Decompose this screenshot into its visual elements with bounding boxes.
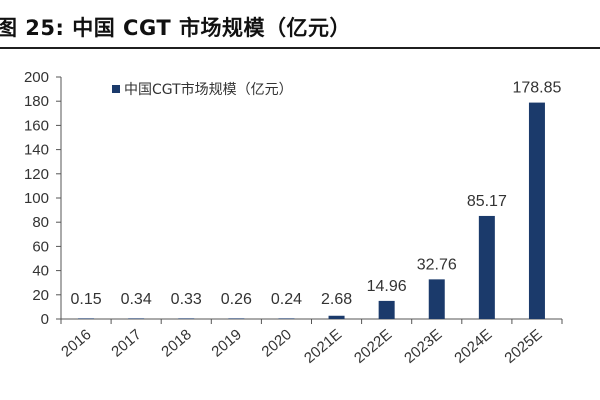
bar [378, 300, 395, 319]
bar [428, 279, 445, 319]
bar [528, 102, 545, 320]
x-tick-label: 2021E [301, 326, 345, 367]
y-tick-label: 200 [24, 69, 49, 86]
x-tick-label: 2024E [451, 326, 495, 367]
data-label: 2.68 [321, 291, 352, 308]
y-tick-label: 80 [32, 214, 49, 231]
data-label: 178.85 [512, 80, 561, 97]
data-label: 0.33 [171, 291, 202, 308]
bar [228, 318, 245, 319]
figure-title-bar: 图 25: 中国 CGT 市场规模（亿元） [0, 0, 600, 50]
bar [178, 318, 195, 319]
x-tick-label: 2020 [259, 326, 295, 360]
figure-label: 图 25: [0, 16, 65, 40]
bar [478, 215, 495, 319]
bar [128, 318, 145, 319]
x-tick-label: 2025E [501, 326, 545, 367]
figure-title: 图 25: 中国 CGT 市场规模（亿元） [0, 12, 351, 42]
y-tick-label: 160 [24, 117, 49, 134]
data-label: 85.17 [467, 193, 507, 210]
legend-swatch [112, 85, 120, 93]
y-tick-label: 60 [32, 238, 49, 255]
y-tick-label: 120 [24, 166, 49, 183]
y-tick-label: 0 [41, 311, 49, 328]
data-label: 0.24 [271, 291, 302, 308]
data-label: 0.26 [221, 291, 252, 308]
bar [328, 315, 345, 319]
x-tick-label: 2018 [158, 326, 194, 360]
bar [278, 318, 295, 319]
data-label: 0.34 [121, 291, 152, 308]
data-label: 32.76 [417, 256, 457, 273]
x-tick-label: 2017 [108, 326, 144, 360]
data-label: 14.96 [367, 278, 407, 295]
figure-title-text: 中国 CGT 市场规模（亿元） [72, 16, 351, 40]
bar [78, 318, 95, 319]
x-tick-label: 2023E [401, 326, 445, 367]
bar-chart: 0 20 40 60 80 100 120 140 160 180 200 0.15 2016 0.34 2… [24, 69, 563, 367]
y-tick-label: 20 [32, 287, 49, 304]
y-tick-label: 40 [32, 263, 49, 280]
legend-label: 中国CGT市场规模（亿元） [124, 81, 293, 98]
y-tick-label: 180 [24, 93, 49, 110]
x-tick-label: 2022E [351, 326, 395, 367]
title-rule [0, 47, 600, 49]
y-tick-label: 100 [24, 190, 49, 207]
data-label: 0.15 [70, 291, 101, 308]
x-tick-label: 2019 [208, 326, 244, 360]
x-tick-label: 2016 [58, 326, 94, 360]
y-tick-label: 140 [24, 142, 49, 159]
